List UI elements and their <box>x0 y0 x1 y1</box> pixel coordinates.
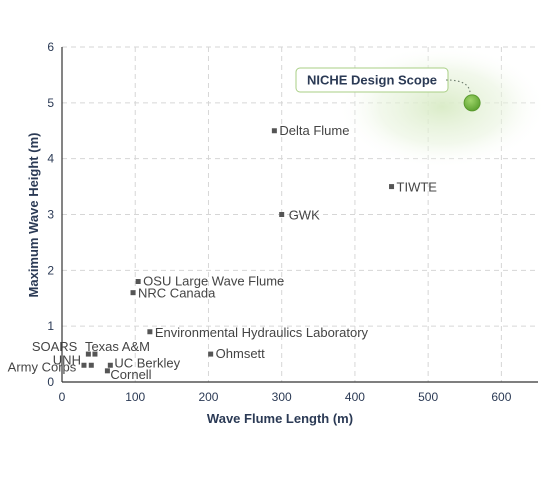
x-tick-label: 100 <box>125 390 145 404</box>
highlight-region: NICHE Design Scope <box>295 44 548 169</box>
x-axis-title: Wave Flume Length (m) <box>207 411 353 426</box>
data-point-label: NRC Canada <box>138 286 216 301</box>
data-point <box>208 351 214 357</box>
data-point-label: TIWTE <box>397 180 438 195</box>
y-tick-label: 5 <box>47 96 54 110</box>
data-point <box>92 351 98 357</box>
data-point-label: OSU Large Wave Flume <box>143 274 284 289</box>
x-tick-label: 0 <box>59 390 66 404</box>
axes: 0 100 200 300 400 500 600 0 1 2 3 4 5 6 <box>47 40 538 404</box>
data-point <box>135 279 141 284</box>
highlight-point <box>463 94 481 112</box>
data-point-label: UC Berkley <box>114 355 180 370</box>
data-point <box>88 362 94 368</box>
data-point-label: Ohmsett <box>216 346 266 361</box>
data-point-label: Environmental Hydraulics Laboratory <box>155 325 369 340</box>
data-point-label: Texas A&M <box>85 339 150 354</box>
y-tick-label: 4 <box>47 152 54 166</box>
data-point-label: SOARS <box>32 339 78 354</box>
x-tick-label: 600 <box>491 390 511 404</box>
data-point-label: GWK <box>289 208 320 223</box>
data-point <box>147 329 153 335</box>
data-point <box>81 362 87 368</box>
x-tick-label: 200 <box>198 390 218 404</box>
callout-box <box>295 67 449 93</box>
data-point-label: UNH <box>53 352 81 367</box>
data-point <box>104 368 110 374</box>
callout-label: NICHE Design Scope <box>307 73 437 88</box>
highlight-glow <box>337 44 548 169</box>
y-tick-label: 1 <box>47 319 54 333</box>
callout-connector <box>445 79 471 94</box>
y-axis-title: Maximum Wave Height (m) <box>26 133 41 298</box>
data-points: Delta Flume TIWTE GWK OSU Large Wave FlumeN… <box>8 123 438 382</box>
data-point-label: Cornell <box>110 367 151 382</box>
data-point <box>389 184 395 190</box>
x-tick-label: 300 <box>272 390 292 404</box>
data-point <box>107 362 113 368</box>
data-point <box>130 290 136 296</box>
data-point <box>279 212 285 217</box>
y-tick-label: 2 <box>47 263 54 277</box>
x-tick-label: 400 <box>345 390 365 404</box>
y-tick-label: 3 <box>47 208 54 222</box>
data-point <box>271 128 277 134</box>
x-tick-label: 500 <box>418 390 438 404</box>
data-point-label: Delta Flume <box>279 123 349 138</box>
y-tick-label: 0 <box>47 375 54 389</box>
data-point-label: Army Corps <box>8 359 77 374</box>
data-point <box>85 351 91 357</box>
y-tick-label: 6 <box>47 40 54 54</box>
